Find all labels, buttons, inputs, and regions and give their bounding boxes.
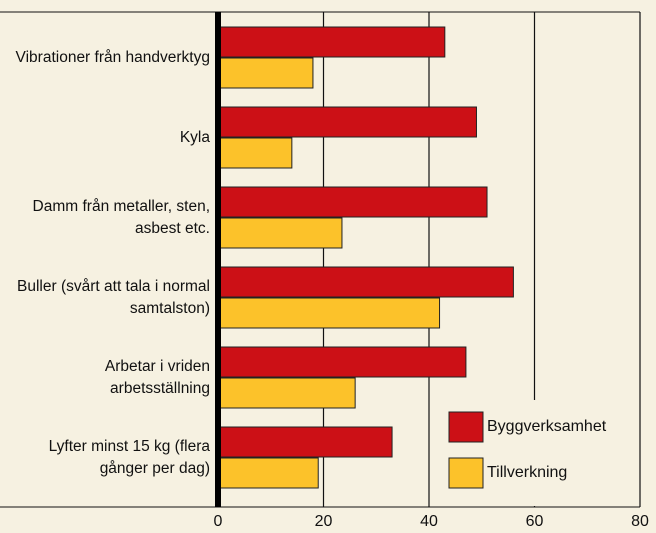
bar xyxy=(217,217,343,249)
bar xyxy=(217,297,441,329)
bar xyxy=(217,377,356,409)
bar xyxy=(217,457,319,489)
x-tick-label: 80 xyxy=(631,513,649,530)
legend-label: Tillverkning xyxy=(487,464,567,481)
bar xyxy=(217,186,488,218)
bar xyxy=(217,106,477,138)
bar xyxy=(217,137,293,169)
bar xyxy=(217,426,393,458)
legend-swatch xyxy=(448,457,484,489)
category-label: Lyfter minst 15 kg (flera gånger per dag… xyxy=(48,438,210,477)
legend-swatch xyxy=(448,411,484,443)
bar xyxy=(217,266,514,298)
category-label: Damm från metaller, sten, asbest etc. xyxy=(32,198,210,237)
x-tick-label: 40 xyxy=(420,513,438,530)
x-tick-label: 60 xyxy=(526,513,544,530)
category-label: Buller (svårt att tala i normal samtalst… xyxy=(17,278,210,317)
axis-line xyxy=(215,12,221,507)
bar xyxy=(217,26,446,58)
category-label: Vibrationer från handverktyg xyxy=(15,49,210,66)
bar xyxy=(217,346,467,378)
bar xyxy=(217,57,314,89)
category-label: Arbetar i vriden arbetsställning xyxy=(104,358,210,397)
x-tick-label: 0 xyxy=(214,513,223,530)
legend-label: Byggverksamhet xyxy=(487,418,607,435)
category-label: Kyla xyxy=(179,129,210,146)
x-tick-label: 20 xyxy=(315,513,333,530)
